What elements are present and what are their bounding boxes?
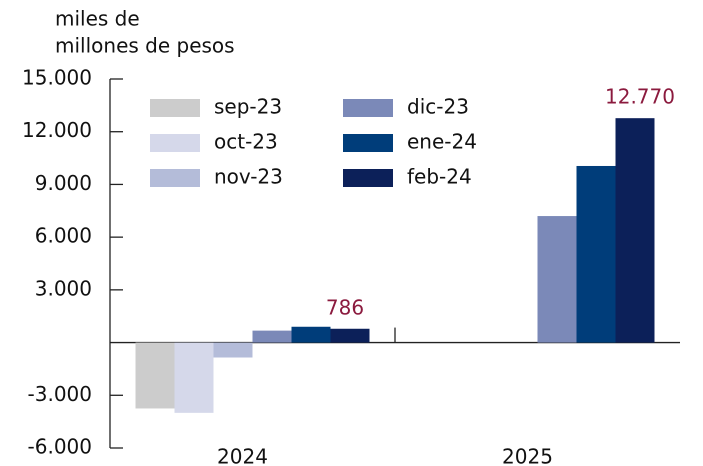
bar — [135, 342, 175, 409]
bar — [252, 330, 292, 343]
y-tick-label: 3.000 — [35, 276, 92, 300]
legend-swatch — [343, 169, 393, 187]
x-tick-label: 2025 — [502, 445, 553, 466]
legend-label: dic-23 — [407, 95, 469, 119]
y-tick-label: 15.000 — [22, 66, 92, 90]
legend-label: nov-23 — [214, 165, 283, 189]
y-tick-label: 12.000 — [22, 118, 92, 142]
y-axis-title: miles de — [55, 7, 140, 31]
data-label: 12.770 — [605, 85, 675, 109]
y-tick-label: -3.000 — [28, 382, 92, 406]
y-tick-label: -6.000 — [28, 435, 92, 459]
legend-swatch — [343, 134, 393, 152]
legend-label: oct-23 — [214, 130, 278, 154]
bar — [174, 342, 214, 413]
y-tick-label: 9.000 — [35, 171, 92, 195]
x-tick-label: 2024 — [217, 445, 268, 466]
bar — [537, 216, 577, 343]
legend-label: sep-23 — [214, 95, 282, 119]
legend-swatch — [150, 99, 200, 117]
bar — [213, 342, 253, 358]
bar — [291, 326, 331, 343]
bar — [576, 165, 616, 343]
y-axis-title: millones de pesos — [55, 34, 235, 58]
bar — [330, 328, 370, 343]
legend-swatch — [150, 134, 200, 152]
legend-label: feb-24 — [407, 165, 472, 189]
y-tick-label: 6.000 — [35, 224, 92, 248]
legend-label: ene-24 — [407, 130, 477, 154]
bar — [615, 118, 655, 343]
legend-swatch — [343, 99, 393, 117]
legend-swatch — [150, 169, 200, 187]
data-label: 786 — [326, 295, 364, 319]
